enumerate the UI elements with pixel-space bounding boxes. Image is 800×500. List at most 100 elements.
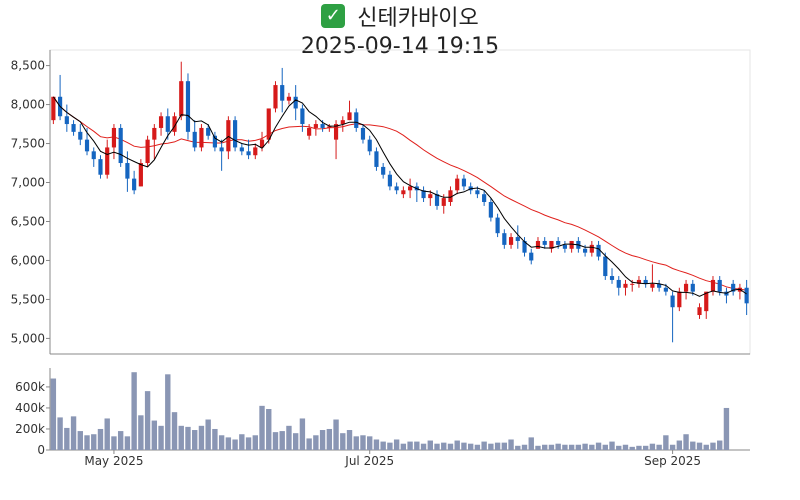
candle-body: [340, 120, 345, 125]
candle-body: [91, 151, 96, 160]
candle: [313, 120, 318, 136]
candle: [394, 182, 399, 195]
candle-body: [549, 240, 554, 249]
candle-body: [172, 116, 177, 132]
volume-bar: [346, 430, 353, 450]
volume-bar: [353, 436, 359, 450]
candle-body: [603, 256, 608, 277]
candle: [172, 112, 177, 136]
candle: [219, 139, 224, 171]
candle-body: [670, 295, 675, 308]
candle-body: [583, 248, 588, 253]
candle-body: [657, 283, 662, 288]
volume-bar: [616, 445, 622, 450]
price-tick-label: 8,500: [11, 59, 45, 73]
volume-bar: [548, 444, 555, 450]
candle: [697, 303, 702, 319]
volume-bar: [138, 415, 144, 450]
volume-bar: [414, 441, 420, 450]
candle: [138, 159, 143, 187]
candle: [98, 155, 103, 179]
candle: [118, 124, 123, 167]
candle-body: [569, 240, 574, 249]
volume-bar: [279, 431, 285, 450]
volume-bar: [488, 443, 494, 450]
candle-body: [623, 283, 628, 288]
candle-body: [300, 108, 305, 125]
candle: [145, 135, 150, 167]
candle: [78, 124, 83, 146]
candle: [529, 248, 534, 265]
candle-body: [327, 126, 332, 128]
candle: [266, 108, 271, 144]
candle-body: [441, 198, 446, 206]
volume-bar: [218, 435, 225, 450]
candle: [508, 233, 514, 249]
candle-body: [381, 166, 386, 175]
volume-bar: [521, 444, 528, 450]
candle: [596, 240, 601, 261]
candle: [502, 229, 507, 249]
volume-bar: [77, 431, 83, 450]
candle-body: [643, 279, 648, 284]
volume-bar: [57, 417, 63, 450]
candle-body: [71, 124, 76, 132]
candle: [737, 283, 742, 300]
volume-bar: [629, 446, 635, 450]
candle: [111, 124, 117, 160]
candle: [367, 135, 372, 156]
candle-body: [226, 120, 231, 152]
candle: [91, 147, 96, 167]
date-tick-label: Sep 2025: [644, 454, 701, 468]
volume-bar: [340, 433, 346, 450]
candle: [542, 237, 547, 249]
candle: [448, 186, 453, 206]
candle: [246, 139, 251, 160]
candle: [569, 240, 574, 253]
candle: [589, 240, 594, 257]
candle-body: [690, 283, 695, 292]
candle-body: [307, 127, 312, 136]
candle: [677, 287, 682, 312]
volume-tick-label: 400k: [15, 401, 45, 415]
candle: [64, 104, 69, 132]
candle: [704, 291, 709, 319]
volume-bar: [205, 419, 211, 450]
volume-bar: [400, 443, 407, 450]
ma20-line: [52, 96, 747, 291]
candle: [650, 264, 655, 292]
candle-body: [704, 291, 709, 312]
candle-body: [731, 283, 736, 292]
candle-body: [562, 244, 567, 249]
volume-bar: [683, 434, 689, 450]
candle-body: [401, 190, 406, 195]
volume-bar: [286, 425, 292, 450]
candle-body: [239, 147, 244, 152]
candle: [212, 131, 217, 152]
candle-body: [630, 283, 635, 285]
volume-bar: [64, 427, 70, 450]
volume-bar: [117, 431, 124, 450]
volume-bar: [609, 441, 615, 450]
candle: [623, 279, 628, 296]
candle-body: [273, 85, 278, 109]
candle-body: [556, 240, 561, 245]
price-tick-label: 7,500: [11, 137, 45, 151]
candle-body: [98, 159, 103, 175]
volume-bar: [144, 391, 151, 450]
volume-bar: [131, 372, 137, 450]
candle-body: [650, 283, 655, 288]
candle: [549, 240, 554, 253]
candle: [408, 178, 413, 199]
candle-body: [286, 96, 292, 101]
volume-bar: [326, 428, 333, 450]
candle-body: [508, 237, 514, 245]
volume-bar: [467, 443, 474, 450]
candle-body: [212, 135, 217, 148]
candle: [482, 190, 487, 206]
candle-body: [347, 112, 352, 121]
volume-bar: [474, 444, 481, 450]
candle-body: [522, 240, 527, 253]
candle-body: [394, 186, 399, 191]
price-tick-label: 5,500: [11, 292, 45, 306]
